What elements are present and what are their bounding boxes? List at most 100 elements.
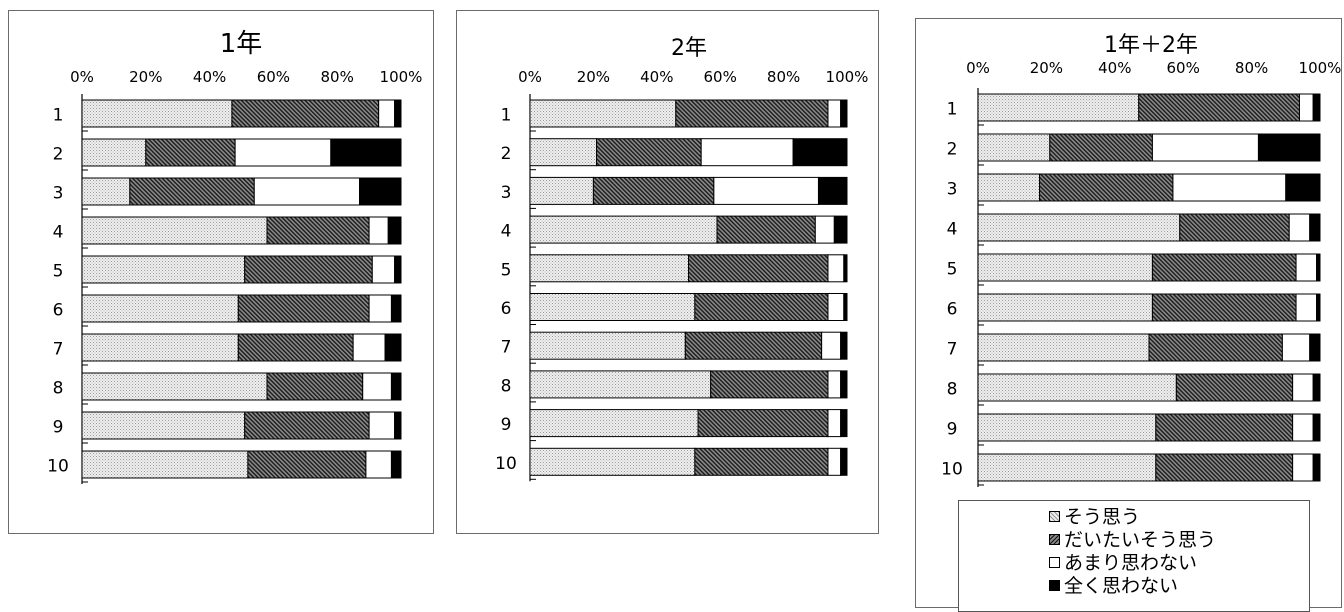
legend-item-amari-omowanai: あまり思わない xyxy=(1049,553,1197,573)
bar-segment-daitai xyxy=(129,177,255,206)
chart-3: 1年＋2年 0% 20% 40% 60% 80% 100% 1 2 3 4 5 6 7 8 9 10 xyxy=(941,33,1341,487)
bar-segment-mattaku xyxy=(1309,333,1321,362)
category-label: 2 xyxy=(947,140,958,160)
bar-segment-amari xyxy=(827,409,842,438)
bar-segment-amari xyxy=(827,99,842,128)
bar-segment-amari xyxy=(1298,93,1314,122)
bar-segment-amari xyxy=(234,138,332,167)
bar-segment-sou-omou xyxy=(529,176,594,205)
bar-segment-mattaku xyxy=(792,138,848,167)
category-label: 6 xyxy=(53,301,64,321)
bar-segment-mattaku xyxy=(390,372,402,401)
x-tick-label: 60% xyxy=(704,68,737,86)
bar-segment-sou-omou xyxy=(529,409,699,438)
category-label: 5 xyxy=(501,260,512,280)
bar-segment-sou-omou xyxy=(529,138,598,167)
bar-segment-daitai xyxy=(710,370,829,399)
bar-segment-amari xyxy=(1295,253,1318,282)
bar-segment-amari xyxy=(713,176,819,205)
bar-segment-amari xyxy=(827,370,842,399)
x-tick-label: 100% xyxy=(380,68,423,86)
category-label: 4 xyxy=(53,223,64,243)
category-label: 5 xyxy=(947,260,958,280)
bar-segment-sou-omou xyxy=(977,293,1153,322)
legend-swatch-black xyxy=(1049,580,1060,591)
chart-1: 1年 0% 20% 40% 60% 80% 100% 1 2 3 4 5 6 7 8 9 10 xyxy=(47,29,422,484)
bar-segment-sou-omou xyxy=(81,450,249,479)
bar-segment-mattaku xyxy=(394,411,402,440)
bar-segment-amari xyxy=(368,294,392,323)
bar-segment-mattaku xyxy=(840,370,848,399)
x-tick-label: 40% xyxy=(193,68,226,86)
bar-segment-mattaku xyxy=(1312,453,1321,482)
chart-title: 2年 xyxy=(671,36,707,61)
x-tick-label: 100% xyxy=(826,68,869,86)
bar-segment-mattaku xyxy=(840,409,848,438)
bar-segment-sou-omou xyxy=(81,255,246,284)
bar-segment-sou-omou xyxy=(529,293,696,321)
bar-segment-sou-omou xyxy=(81,216,268,245)
category-label: 1 xyxy=(501,106,512,126)
bar-segment-sou-omou xyxy=(529,370,712,399)
bar-segment-daitai xyxy=(244,255,373,284)
bar-segment-daitai xyxy=(688,254,829,283)
bar-segment-sou-omou xyxy=(81,177,131,206)
bar-segment-amari xyxy=(362,372,392,401)
bar-segment-amari xyxy=(1281,333,1311,362)
category-label: 10 xyxy=(495,454,517,474)
x-tick-label: 80% xyxy=(1235,59,1268,77)
bar-segment-sou-omou xyxy=(529,215,718,244)
category-label: 3 xyxy=(947,180,958,200)
x-tick-label: 80% xyxy=(767,68,800,86)
bar-segment-mattaku xyxy=(843,293,848,321)
bar-segment-sou-omou xyxy=(977,413,1157,442)
x-tick-label: 20% xyxy=(129,68,162,86)
category-label: 4 xyxy=(501,222,512,242)
legend-label: だいたいそう思う xyxy=(1064,529,1217,551)
bar-segment-daitai xyxy=(694,447,829,476)
bar-segment-mattaku xyxy=(330,138,402,167)
x-tick-label: 80% xyxy=(321,68,354,86)
category-label: 7 xyxy=(947,340,958,360)
x-tick-label: 100% xyxy=(1299,59,1342,77)
bar-segment-daitai xyxy=(1179,213,1290,242)
category-label: 9 xyxy=(501,415,512,435)
bar-segment-daitai xyxy=(145,138,236,167)
bar-segment-daitai xyxy=(1155,453,1294,482)
bar-segment-sou-omou xyxy=(529,331,686,360)
bar-segment-daitai xyxy=(1049,133,1153,162)
bar-segment-sou-omou xyxy=(977,453,1157,482)
bar-segment-daitai xyxy=(247,450,367,479)
bar-segment-daitai xyxy=(244,411,370,440)
bar-segment-mattaku xyxy=(817,176,848,205)
bar-segment-sou-omou xyxy=(977,333,1150,362)
bar-segment-amari xyxy=(253,177,361,206)
bar-segment-mattaku xyxy=(1309,213,1321,242)
legend-item-daitai-sou-omou: だいたいそう思う xyxy=(1049,530,1216,550)
category-label: 4 xyxy=(947,220,958,240)
category-label: 9 xyxy=(947,420,958,440)
category-label: 7 xyxy=(53,340,64,360)
category-label: 6 xyxy=(501,299,512,319)
bar-segment-mattaku xyxy=(1312,373,1321,402)
bar-segment-daitai xyxy=(592,176,715,205)
bar-segment-amari xyxy=(1151,133,1259,162)
bar-segment-mattaku xyxy=(394,99,402,128)
legend-swatch-white xyxy=(1049,557,1060,568)
bar-segment-amari xyxy=(827,447,842,476)
x-tick-label: 20% xyxy=(1030,59,1063,77)
bar-segment-sou-omou xyxy=(977,253,1153,282)
bar-segment-daitai xyxy=(1155,413,1294,442)
category-label: 10 xyxy=(47,457,69,477)
bar-segment-sou-omou xyxy=(977,213,1181,242)
bar-segment-mattaku xyxy=(1257,133,1321,162)
bar-segment-amari xyxy=(827,293,845,321)
bar-segment-daitai xyxy=(1151,293,1297,322)
bar-segment-amari xyxy=(371,255,396,284)
bar-segment-mattaku xyxy=(840,447,848,476)
x-tick-label: 40% xyxy=(640,68,673,86)
bar-segment-sou-omou xyxy=(529,447,696,476)
bar-segment-sou-omou xyxy=(81,99,233,128)
bar-segment-sou-omou xyxy=(81,372,268,401)
